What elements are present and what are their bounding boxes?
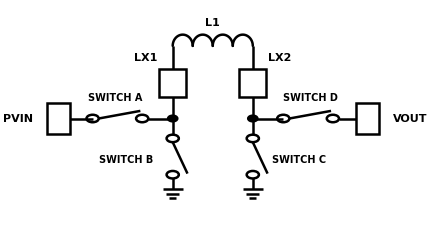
Circle shape: [247, 135, 259, 142]
Text: SWITCH C: SWITCH C: [272, 155, 326, 165]
Text: L1: L1: [206, 18, 220, 28]
Bar: [160, 69, 186, 97]
Circle shape: [136, 115, 148, 122]
Text: SWITCH B: SWITCH B: [99, 155, 154, 165]
Bar: [240, 69, 266, 97]
Circle shape: [327, 115, 339, 122]
Bar: [47, 103, 70, 134]
Text: SWITCH A: SWITCH A: [88, 93, 143, 103]
Circle shape: [277, 115, 289, 122]
Circle shape: [86, 115, 99, 122]
Text: LX2: LX2: [268, 54, 292, 64]
Text: PVIN: PVIN: [3, 114, 33, 123]
Circle shape: [166, 135, 179, 142]
Circle shape: [247, 171, 259, 178]
Circle shape: [166, 171, 179, 178]
Text: VOUT: VOUT: [393, 114, 427, 123]
Text: LX1: LX1: [134, 54, 157, 64]
Bar: [356, 103, 379, 134]
Circle shape: [248, 116, 258, 121]
Circle shape: [168, 116, 177, 121]
Text: SWITCH D: SWITCH D: [283, 93, 338, 103]
